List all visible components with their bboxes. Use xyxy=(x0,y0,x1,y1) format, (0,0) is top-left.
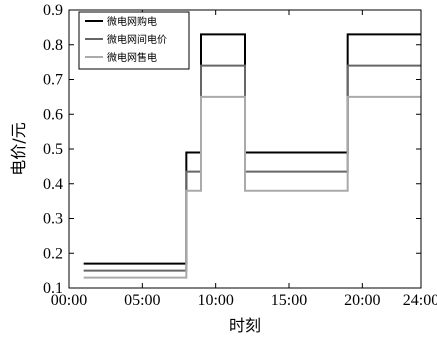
y-tick-label: 0.8 xyxy=(43,37,63,54)
series-layer xyxy=(83,33,421,279)
legend-label-1: 微电网购电 xyxy=(107,15,157,28)
x-axis-title: 时刻 xyxy=(229,316,261,335)
y-tick-label: 0.4 xyxy=(43,176,63,193)
x-tick-label: 00:00 xyxy=(51,292,87,309)
y-tick-label: 0.9 xyxy=(43,2,63,19)
x-tick-label: 10:00 xyxy=(197,292,233,309)
y-tick-label: 0.2 xyxy=(43,245,63,262)
legend-label-3: 微电网售电 xyxy=(107,51,157,64)
x-tick-label: 20:00 xyxy=(344,292,380,309)
y-axis-title: 电价/元 xyxy=(9,122,28,175)
y-tick-label: 0.6 xyxy=(43,106,63,123)
y-tick-label: 0.1 xyxy=(43,280,63,297)
y-tick-label: 0.3 xyxy=(43,211,63,228)
plot-frame xyxy=(68,9,422,289)
legend-label-2: 微电网间电价 xyxy=(107,33,167,46)
y-tick-label: 0.5 xyxy=(43,141,63,158)
x-tick-label: 05:00 xyxy=(124,292,160,309)
axis-layer: 00:00 05:00 10:00 15:00 20:00 24:00 0.1 0.2 0.3 0… xyxy=(43,2,437,309)
x-tick-label: 24:00 xyxy=(403,292,437,309)
y-tick-label: 0.7 xyxy=(43,72,63,89)
x-tick-label: 15:00 xyxy=(271,292,307,309)
series-line-3 xyxy=(83,95,421,279)
